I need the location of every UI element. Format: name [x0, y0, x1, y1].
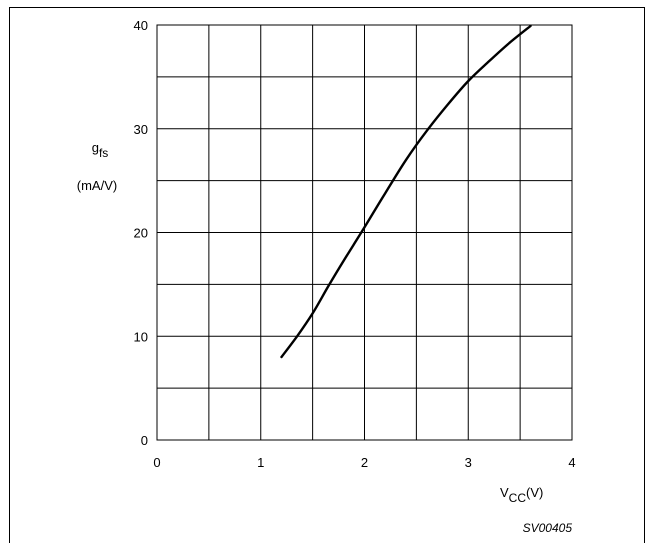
y-axis-label-sub: fs: [99, 146, 108, 160]
x-tick-labels: 0 1 2 3 4: [153, 455, 575, 470]
y-tick-labels: 0 10 20 30 40: [134, 18, 148, 448]
chart-frame: [9, 7, 645, 543]
y-tick-label: 30: [134, 122, 148, 137]
grid-lines: [157, 25, 572, 440]
x-tick-label: 4: [568, 455, 575, 470]
figure-code: SV00405: [523, 521, 573, 535]
y-tick-label: 0: [141, 433, 148, 448]
series-line: [280, 24, 532, 359]
y-tick-label: 40: [134, 18, 148, 33]
plot-border: [156, 24, 573, 441]
x-axis-label-sub: CC: [509, 491, 527, 505]
y-tick-label: 10: [134, 329, 148, 344]
x-axis-label-unit: (V): [526, 485, 543, 500]
x-tick-label: 0: [153, 455, 160, 470]
x-tick-label: 2: [361, 455, 368, 470]
y-axis-label: gfs: [92, 140, 109, 160]
x-axis-label-main: V: [500, 485, 509, 500]
x-axis-label: VCC(V): [500, 485, 543, 505]
x-tick-label: 1: [257, 455, 264, 470]
y-axis-unit: (mA/V): [77, 178, 117, 193]
x-tick-label: 3: [465, 455, 472, 470]
y-axis-label-main: g: [92, 140, 99, 155]
y-tick-label: 20: [134, 226, 148, 241]
